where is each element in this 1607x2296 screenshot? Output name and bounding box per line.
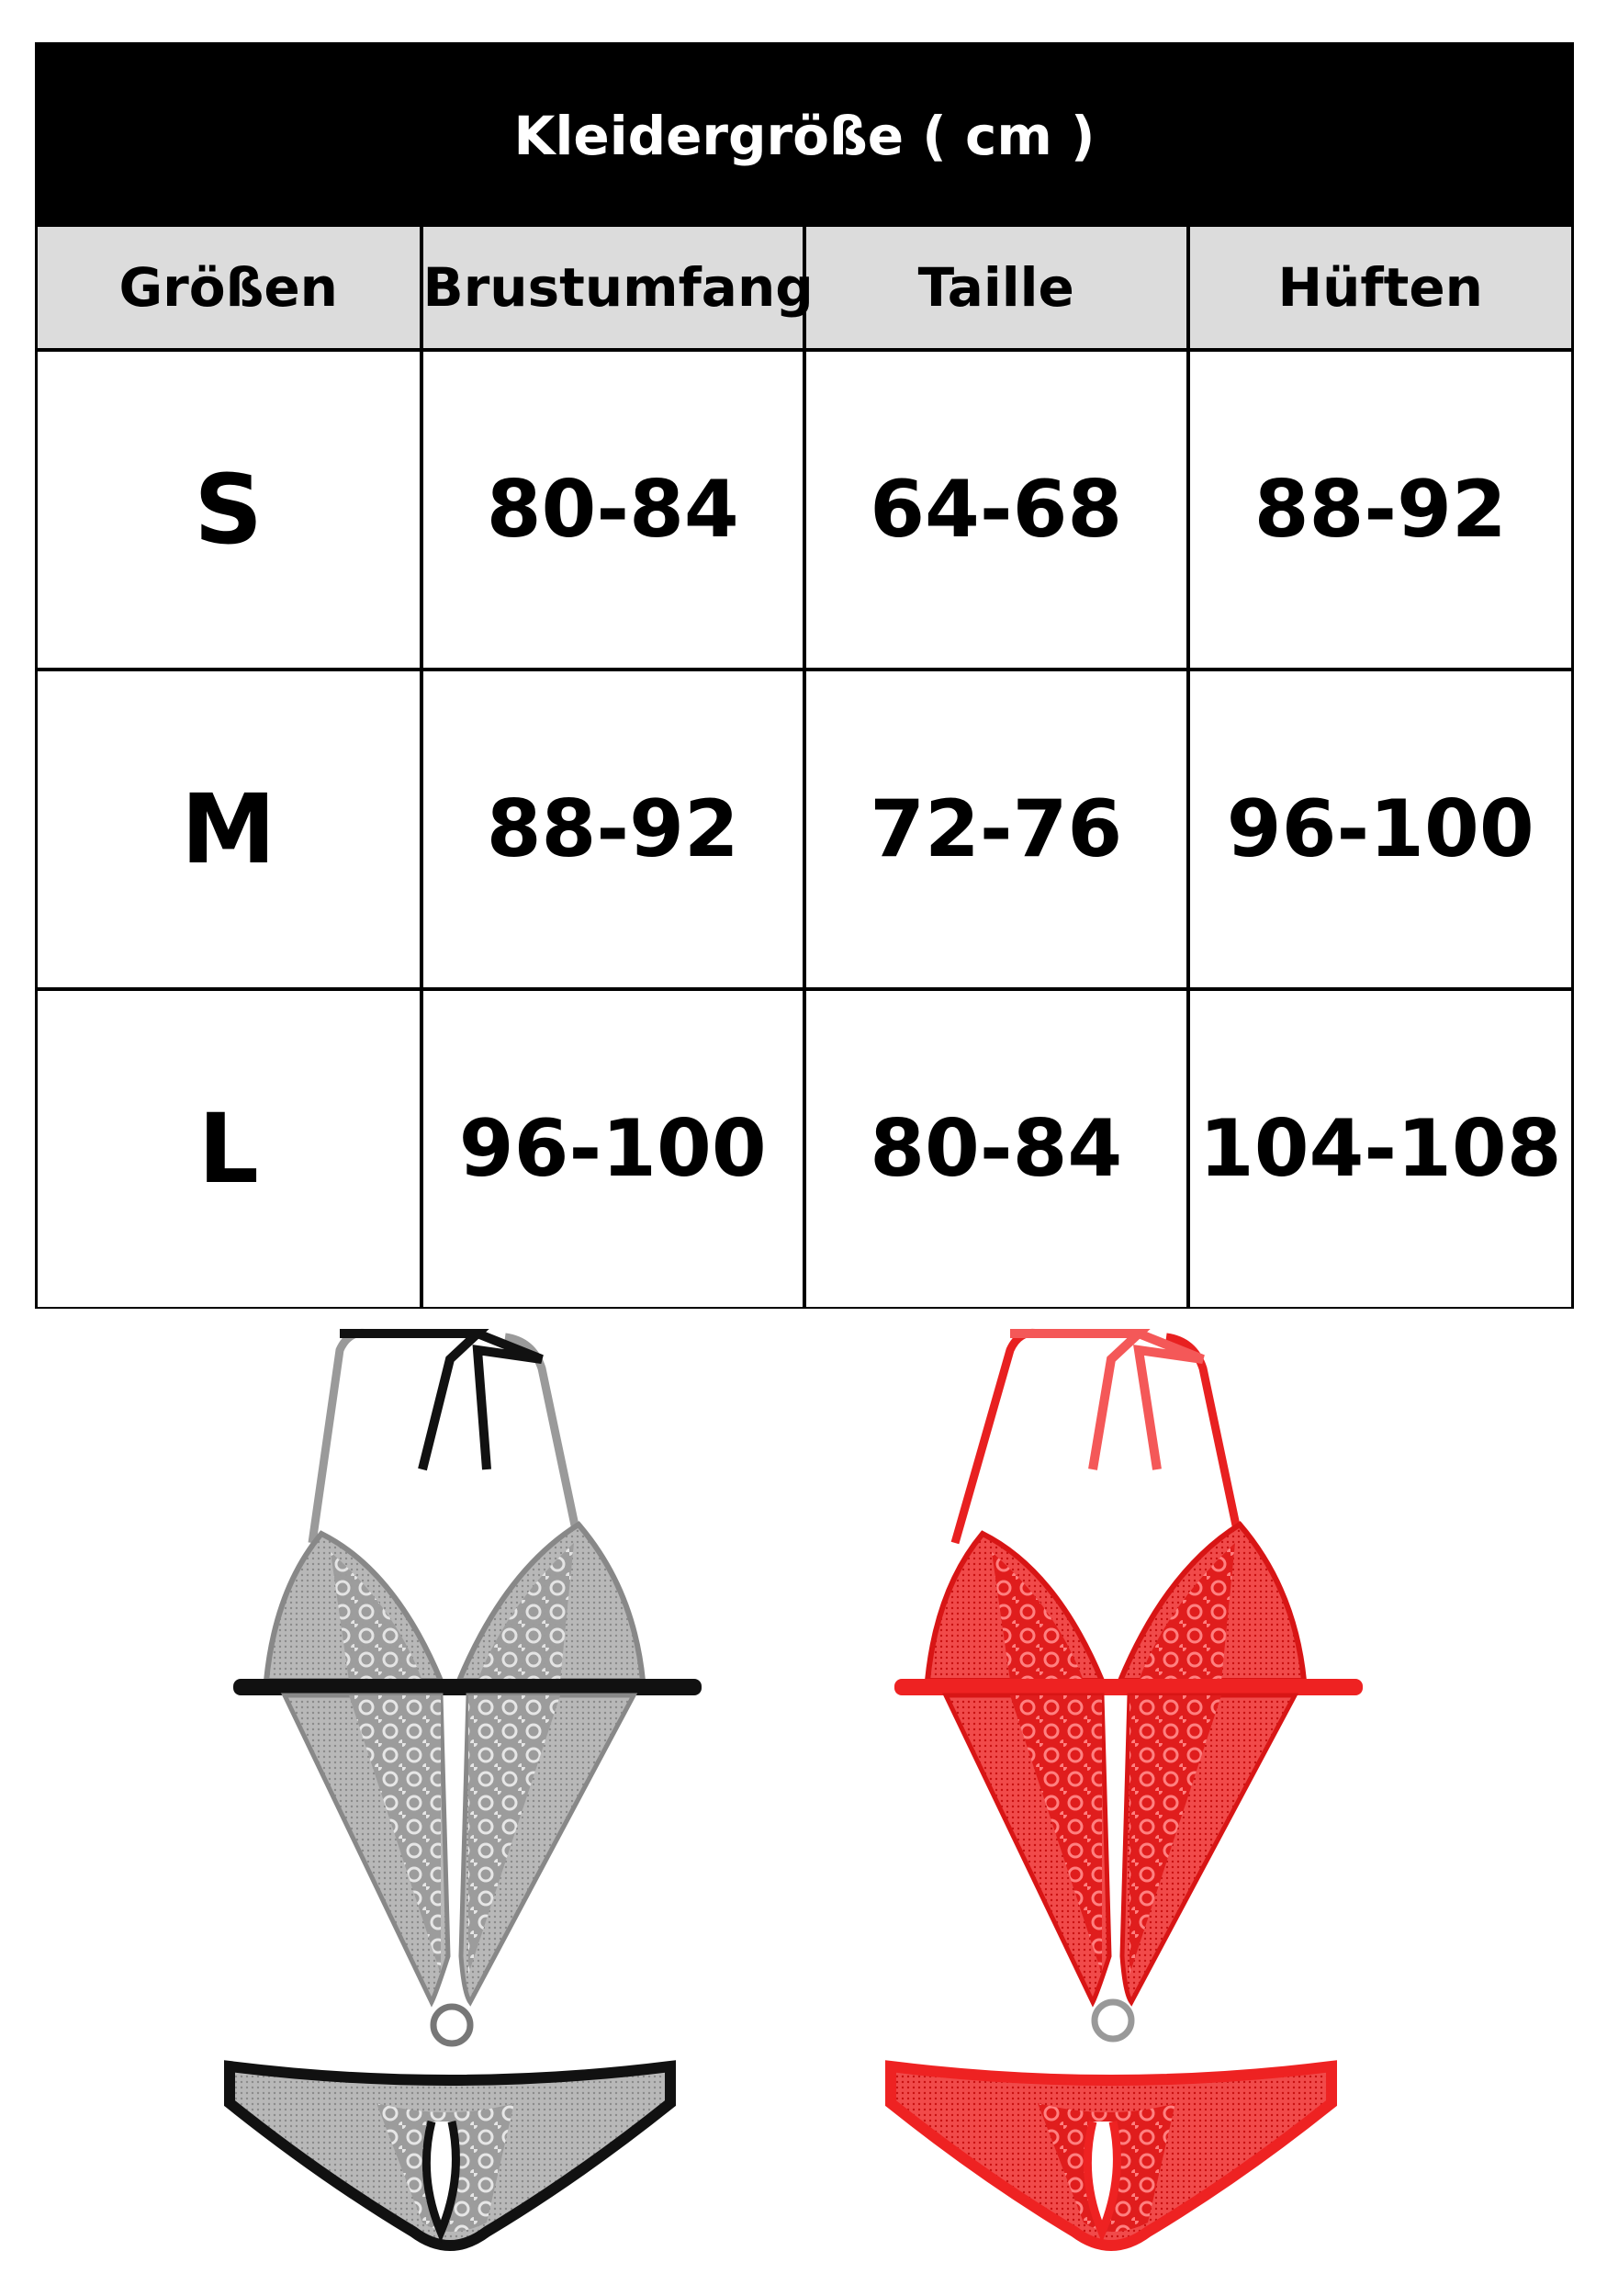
black-lace-bodysuit-image [224,1328,702,2251]
table-row: L 96-100 80-84 104-108 [38,987,1571,1307]
header-bust: Brustumfang [419,227,814,352]
table-row: M 88-92 72-76 96-100 [38,668,1571,991]
size-chart: Kleidergröße ( cm ) Größen Brustumfang T… [35,42,1574,1309]
hip-value: 104-108 [1186,987,1571,1307]
chart-title: Kleidergröße ( cm ) [38,45,1571,227]
size-table: Größen Brustumfang Taille Hüften S 80-84… [38,227,1571,1307]
bust-value: 96-100 [419,987,806,1307]
size-label: S [38,348,423,671]
header-waist: Taille [803,227,1190,352]
bust-value: 80-84 [419,348,806,671]
table-row: S 80-84 64-68 88-92 [38,348,1571,671]
size-label: M [38,668,423,991]
hip-value: 88-92 [1186,348,1571,671]
header-sizes: Größen [38,227,423,352]
waist-value: 80-84 [803,987,1190,1307]
red-lace-bodysuit-image [885,1328,1363,2251]
waist-value: 64-68 [803,348,1190,671]
hip-value: 96-100 [1186,668,1571,991]
product-photos [0,1313,1607,2296]
header-row: Größen Brustumfang Taille Hüften [38,227,1571,352]
header-hips: Hüften [1186,227,1571,352]
waist-value: 72-76 [803,668,1190,991]
bust-value: 88-92 [419,668,806,991]
size-label: L [38,987,423,1307]
